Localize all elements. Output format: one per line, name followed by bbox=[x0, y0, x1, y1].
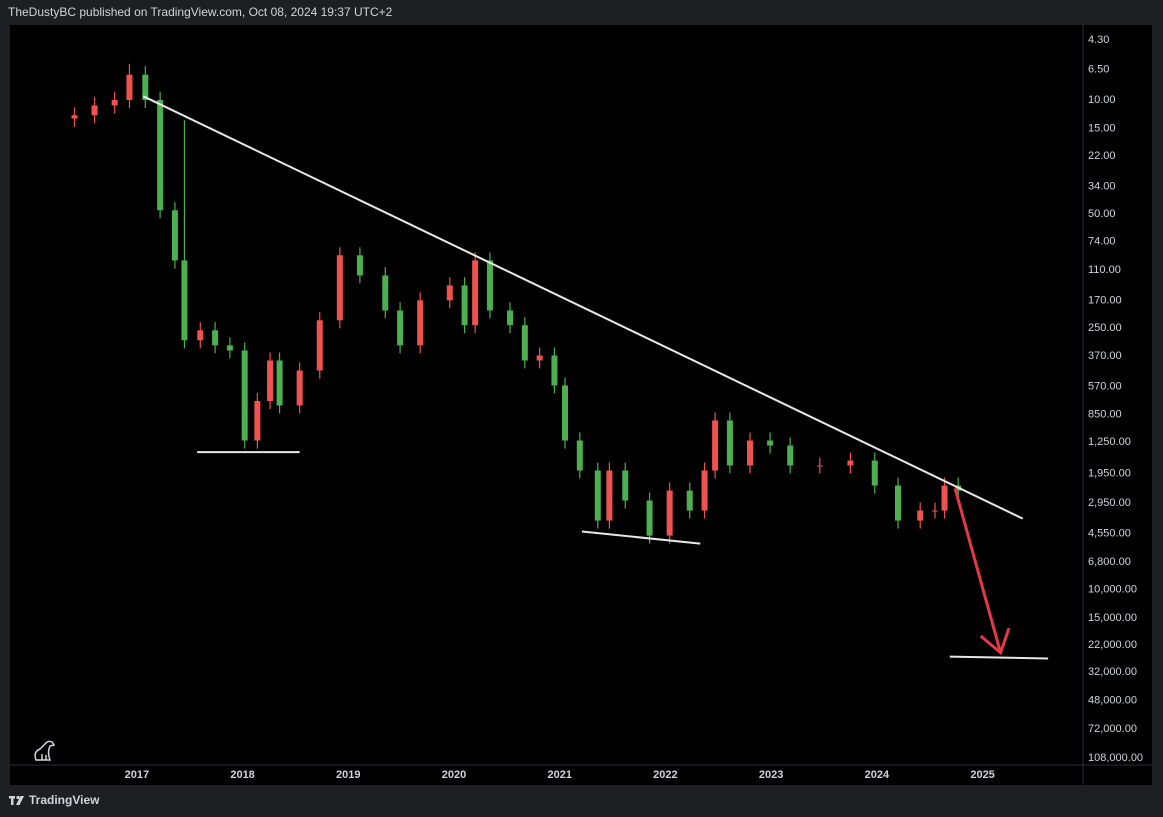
watermark-icon bbox=[34, 740, 56, 761]
candle-body bbox=[606, 470, 613, 521]
y-tick-label: 170.00 bbox=[1088, 295, 1122, 307]
candle-body bbox=[767, 440, 774, 446]
x-tick-label: 2024 bbox=[865, 769, 890, 781]
x-tick-label: 2022 bbox=[653, 769, 677, 781]
y-tick-label: 10,000.00 bbox=[1088, 583, 1137, 595]
candle-body bbox=[296, 370, 303, 406]
trend-line bbox=[949, 655, 1049, 660]
y-tick-label: 4,550.00 bbox=[1088, 528, 1131, 540]
candle-body bbox=[747, 440, 753, 466]
candle-body bbox=[356, 255, 363, 276]
candle-body bbox=[267, 360, 274, 402]
candle-body bbox=[197, 330, 204, 341]
x-tick-label: 2020 bbox=[442, 769, 466, 781]
candle-body bbox=[917, 510, 924, 521]
candle-body bbox=[336, 255, 343, 321]
candle-body bbox=[507, 310, 514, 326]
candle-body bbox=[816, 465, 823, 467]
y-tick-label: 4.30 bbox=[1088, 34, 1109, 46]
y-tick-label: 22.00 bbox=[1088, 150, 1116, 162]
candle-body bbox=[397, 310, 404, 346]
candle-body bbox=[417, 300, 424, 346]
candle-body bbox=[472, 260, 479, 326]
trend-line bbox=[142, 95, 1024, 520]
candle-body bbox=[276, 360, 283, 406]
candle-body bbox=[254, 401, 261, 441]
trend-line bbox=[581, 530, 701, 545]
y-tick-label: 2,950.00 bbox=[1088, 497, 1131, 509]
y-tick-label: 250.00 bbox=[1088, 322, 1122, 334]
y-tick-label: 15,000.00 bbox=[1088, 612, 1137, 624]
candle-body bbox=[157, 99, 164, 211]
candle-body bbox=[316, 320, 323, 371]
y-tick-label: 10.00 bbox=[1088, 94, 1116, 106]
y-tick-label: 850.00 bbox=[1088, 409, 1122, 421]
candle-body bbox=[71, 115, 78, 119]
candle-body bbox=[787, 445, 794, 466]
candle-body bbox=[847, 460, 854, 466]
y-tick-label: 34.00 bbox=[1088, 181, 1116, 193]
candle-body bbox=[126, 74, 133, 100]
arrow-head bbox=[979, 627, 1011, 656]
candle-body bbox=[562, 385, 568, 441]
candle-body bbox=[111, 99, 118, 106]
y-tick-label: 72,000.00 bbox=[1088, 723, 1137, 735]
candle-body bbox=[461, 285, 468, 326]
y-tick-label: 50.00 bbox=[1088, 208, 1116, 220]
y-tick-label: 6.50 bbox=[1088, 63, 1109, 75]
candle-body bbox=[576, 440, 583, 471]
candle-body bbox=[726, 420, 733, 466]
y-tick-label: 32,000.00 bbox=[1088, 666, 1137, 678]
candle-body bbox=[486, 260, 493, 311]
x-tick-label: 2019 bbox=[336, 769, 360, 781]
y-tick-label: 108,000.00 bbox=[1088, 752, 1143, 764]
candle-body bbox=[536, 355, 543, 361]
x-tick-label: 2018 bbox=[230, 769, 254, 781]
x-tick-label: 2023 bbox=[759, 769, 783, 781]
arrow-line bbox=[953, 488, 1002, 654]
candle-body bbox=[241, 350, 248, 441]
candle-body bbox=[871, 460, 878, 486]
y-tick-label: 15.00 bbox=[1088, 123, 1116, 135]
candle-body bbox=[701, 470, 708, 511]
y-tick-label: 1,250.00 bbox=[1088, 436, 1131, 448]
candle-body bbox=[382, 275, 389, 311]
candle-body bbox=[666, 490, 673, 536]
chart-panel bbox=[10, 25, 1152, 785]
candle-body bbox=[171, 210, 178, 261]
y-tick-label: 570.00 bbox=[1088, 380, 1122, 392]
candle-body bbox=[646, 500, 653, 536]
x-tick-label: 2025 bbox=[970, 769, 994, 781]
candle-body bbox=[686, 490, 693, 511]
candle-body bbox=[212, 330, 219, 346]
footer-brand: TradingView bbox=[29, 793, 100, 807]
candle-body bbox=[622, 470, 629, 501]
x-tick-label: 2021 bbox=[547, 769, 571, 781]
y-tick-label: 110.00 bbox=[1088, 264, 1121, 276]
candle-body bbox=[521, 325, 528, 361]
candle-body bbox=[932, 510, 938, 512]
candle-body bbox=[226, 345, 233, 351]
candle-body bbox=[551, 355, 558, 386]
candle-body bbox=[594, 470, 601, 521]
y-tick-label: 74.00 bbox=[1088, 236, 1116, 248]
x-tick-label: 2017 bbox=[125, 769, 149, 781]
candle-body bbox=[181, 260, 188, 341]
y-tick-label: 1,950.00 bbox=[1088, 468, 1131, 480]
candle-body bbox=[91, 105, 98, 116]
footer-logo bbox=[9, 795, 24, 805]
candle-body bbox=[142, 74, 149, 100]
candle-body bbox=[712, 420, 719, 471]
plot-area: 4.30 6.50 10.00 15.00 22.00 34.00 50.00 74.00 11… bbox=[71, 34, 1143, 781]
header-text: TheDustyBC published on TradingView.com,… bbox=[8, 5, 393, 19]
candle-body bbox=[941, 485, 948, 511]
y-tick-label: 48,000.00 bbox=[1088, 694, 1137, 706]
y-tick-label: 22,000.00 bbox=[1088, 639, 1137, 651]
y-tick-label: 6,800.00 bbox=[1088, 556, 1131, 568]
y-tick-label: 370.00 bbox=[1088, 350, 1122, 362]
candle-body bbox=[895, 485, 901, 521]
candle-body bbox=[446, 285, 453, 301]
